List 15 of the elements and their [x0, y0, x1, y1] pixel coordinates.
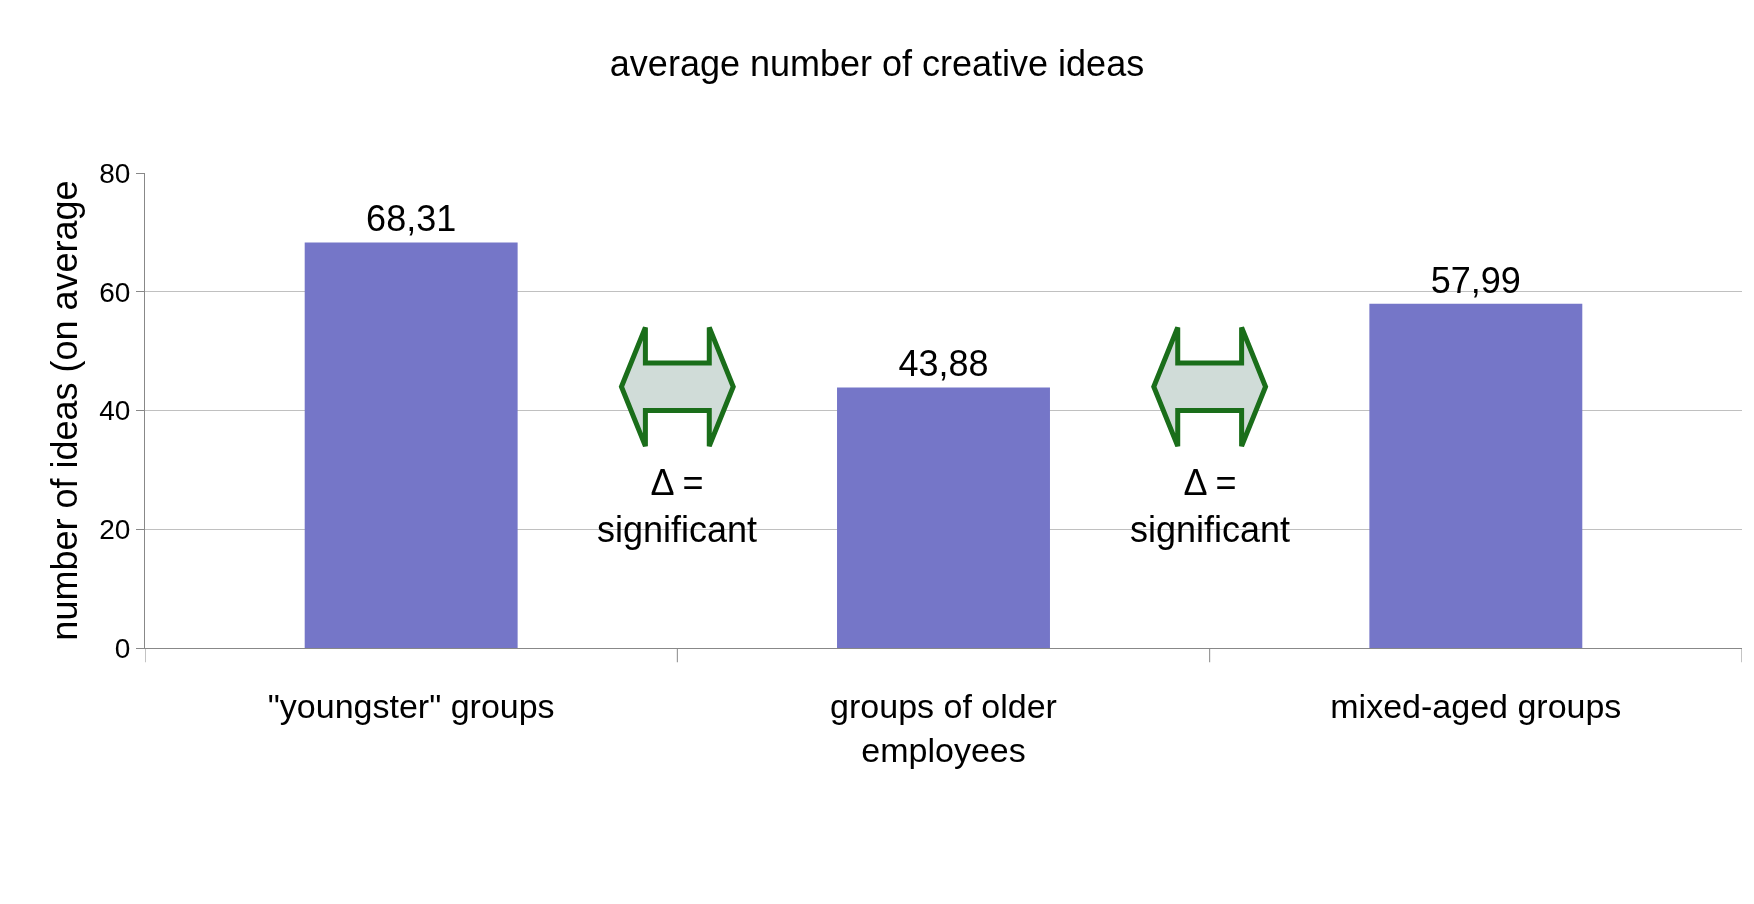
- annotation: Δ = significant: [1130, 462, 1291, 550]
- y-axis-title: number of ideas (on average: [44, 180, 86, 641]
- data-label: 57,99: [1430, 259, 1521, 301]
- y-tick-label: 40: [99, 395, 131, 427]
- y-tick-label: 80: [99, 157, 131, 189]
- x-tick-label: "youngster" groups: [267, 686, 555, 725]
- chart-title: average number of creative ideas: [609, 42, 1145, 84]
- data-label: 68,31: [366, 198, 457, 240]
- y-tick-label: 60: [99, 276, 131, 308]
- data-label: 43,88: [898, 343, 989, 385]
- y-tick-label: 20: [99, 514, 131, 546]
- x-tick-label: mixed-aged groups: [1330, 686, 1622, 725]
- annotation: Δ = significant: [597, 462, 758, 550]
- y-tick-label: 0: [114, 632, 131, 664]
- x-tick-label: groups of older employees: [830, 686, 1057, 769]
